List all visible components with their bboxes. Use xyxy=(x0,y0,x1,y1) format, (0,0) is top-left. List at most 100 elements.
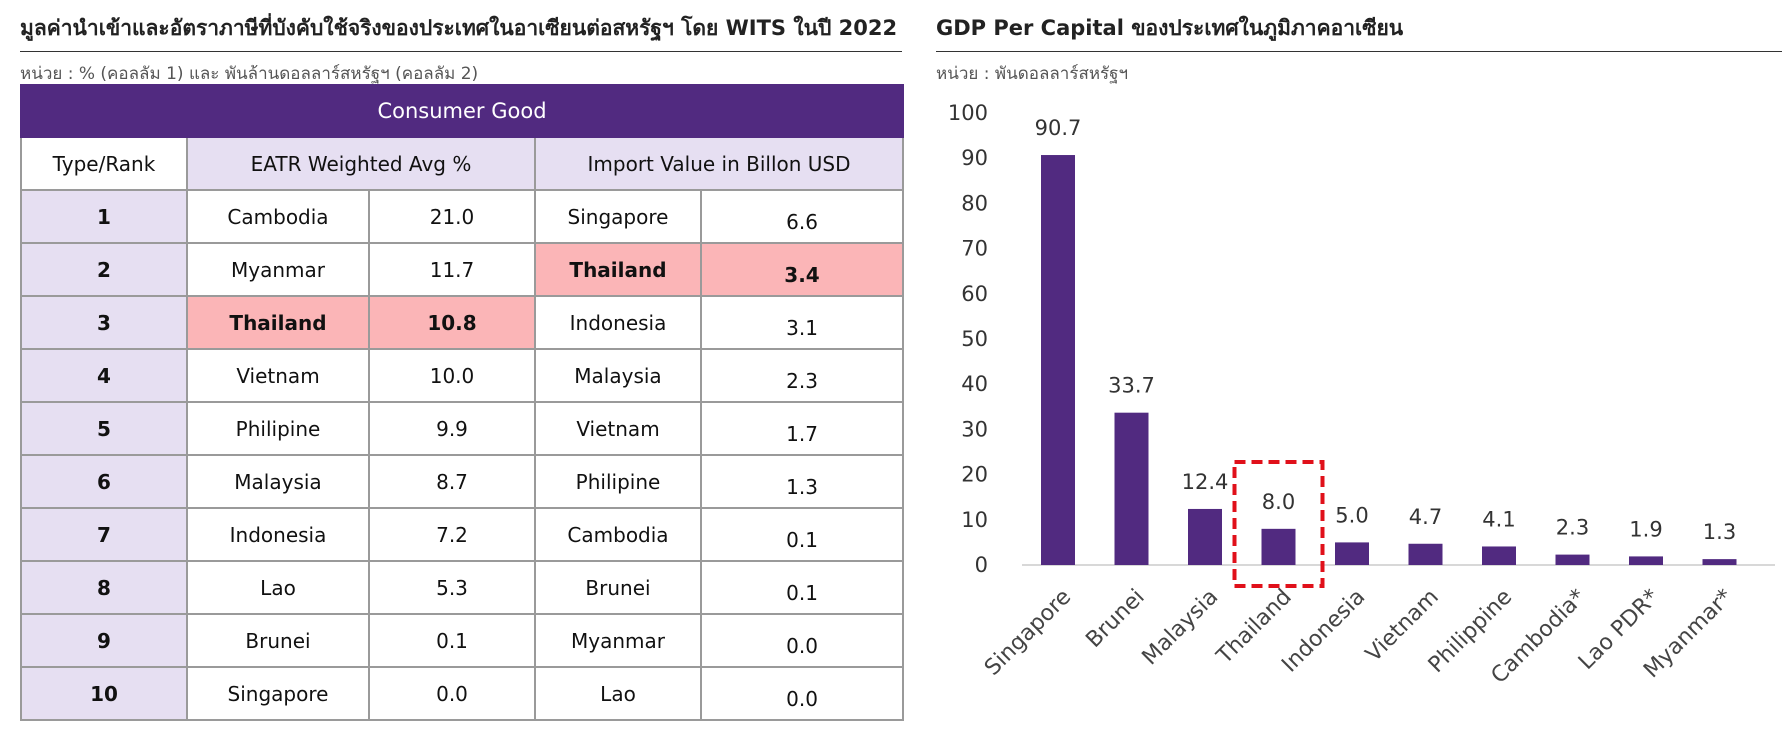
table-row: 6 Malaysia 8.7 Philipine 1.3 xyxy=(20,454,905,509)
y-tick-label: 90 xyxy=(961,146,988,170)
eatr-value-cell: 8.7 xyxy=(368,454,536,509)
bar xyxy=(1114,412,1149,565)
eatr-country-cell: Myanmar xyxy=(186,242,370,297)
table-row: 1 Cambodia 21.0 Singapore 6.6 xyxy=(20,189,905,244)
col-header-eatr: EATR Weighted Avg % xyxy=(186,136,536,191)
tariff-heading: มูลค่านำเข้าและอัตราภาษีที่บังคับใช้จริง… xyxy=(20,12,902,52)
import-country-cell: Malaysia xyxy=(534,348,702,403)
data-label: 12.4 xyxy=(1182,470,1229,494)
table-header-row: Type/Rank EATR Weighted Avg % Import Val… xyxy=(20,136,905,191)
import-country-cell: Thailand xyxy=(534,242,702,297)
rank-cell: 5 xyxy=(20,401,188,456)
import-value-cell: 0.0 xyxy=(699,613,905,668)
table-row: 10 Singapore 0.0 Lao 0.0 xyxy=(20,666,905,721)
rank-cell: 9 xyxy=(20,613,188,668)
data-label: 33.7 xyxy=(1108,374,1155,398)
eatr-country-cell: Philipine xyxy=(186,401,370,456)
data-label: 4.1 xyxy=(1482,507,1515,531)
table-row: 7 Indonesia 7.2 Cambodia 0.1 xyxy=(20,507,905,562)
eatr-country-cell: Brunei xyxy=(186,613,370,668)
import-country-cell: Singapore xyxy=(534,189,702,244)
y-tick-label: 0 xyxy=(975,553,988,577)
eatr-value-cell: 10.0 xyxy=(368,348,536,403)
highlight-box xyxy=(1232,460,1325,588)
col-header-rank: Type/Rank xyxy=(20,136,188,191)
bar xyxy=(1188,508,1222,565)
eatr-value-cell: 9.9 xyxy=(368,401,536,456)
eatr-country-cell: Singapore xyxy=(186,666,370,721)
bar xyxy=(1555,554,1590,565)
tariff-panel: มูลค่านำเข้าและอัตราภาษีที่บังคับใช้จริง… xyxy=(19,12,905,721)
import-value-cell: 0.1 xyxy=(699,507,905,562)
eatr-country-cell: Vietnam xyxy=(186,348,370,403)
import-country-cell: Brunei xyxy=(534,560,702,615)
import-value-cell: 3.4 xyxy=(699,242,905,297)
tariff-table: Consumer Good Type/Rank EATR Weighted Av… xyxy=(19,84,905,721)
table-row: 2 Myanmar 11.7 Thailand 3.4 xyxy=(20,242,905,297)
y-tick-label: 30 xyxy=(961,417,988,441)
bar xyxy=(1408,543,1443,565)
table-banner-row: Consumer Good xyxy=(19,84,905,138)
rank-cell: 6 xyxy=(20,454,188,509)
import-value-cell: 0.1 xyxy=(699,560,905,615)
eatr-country-cell: Thailand xyxy=(186,295,370,350)
import-value-cell: 3.1 xyxy=(699,295,905,350)
bar xyxy=(1041,155,1075,565)
col-header-import: Import Value in Billon USD xyxy=(533,136,905,191)
y-tick-label: 60 xyxy=(961,282,988,306)
eatr-value-cell: 0.1 xyxy=(368,613,536,668)
import-country-cell: Cambodia xyxy=(534,507,702,562)
bar xyxy=(1629,556,1663,565)
rank-cell: 7 xyxy=(20,507,188,562)
bar xyxy=(1702,559,1737,565)
eatr-country-cell: Lao xyxy=(186,560,370,615)
bar xyxy=(1482,546,1516,565)
x-tick-label: Brunei xyxy=(1081,585,1149,653)
y-tick-label: 100 xyxy=(948,101,988,125)
data-label: 2.3 xyxy=(1556,516,1589,540)
x-tick-label: Singapore xyxy=(980,585,1076,681)
bar xyxy=(1335,542,1369,565)
y-tick-label: 70 xyxy=(961,237,988,261)
import-value-cell: 6.6 xyxy=(699,189,905,244)
rank-cell: 4 xyxy=(20,348,188,403)
eatr-country-cell: Indonesia xyxy=(186,507,370,562)
data-label: 1.9 xyxy=(1629,517,1662,541)
import-country-cell: Vietnam xyxy=(534,401,702,456)
import-country-cell: Myanmar xyxy=(534,613,702,668)
eatr-value-cell: 10.8 xyxy=(368,295,536,350)
rank-cell: 3 xyxy=(20,295,188,350)
y-tick-label: 40 xyxy=(961,372,988,396)
data-label: 4.7 xyxy=(1409,505,1442,529)
table-row: 8 Lao 5.3 Brunei 0.1 xyxy=(20,560,905,615)
table-row: 9 Brunei 0.1 Myanmar 0.0 xyxy=(20,613,905,668)
y-tick-label: 80 xyxy=(961,191,988,215)
eatr-value-cell: 21.0 xyxy=(368,189,536,244)
data-label: 8.0 xyxy=(1262,490,1295,514)
eatr-value-cell: 11.7 xyxy=(368,242,536,297)
gdp-heading: GDP Per Capital ของประเทศในภูมิภาคอาเซีย… xyxy=(936,12,1782,52)
import-value-cell: 2.3 xyxy=(699,348,905,403)
gdp-unit-note: หน่วย : พันดอลลาร์สหรัฐฯ xyxy=(936,64,1129,84)
table-row: 3 Thailand 10.8 Indonesia 3.1 xyxy=(20,295,905,350)
y-tick-label: 10 xyxy=(961,508,988,532)
import-value-cell: 1.7 xyxy=(699,401,905,456)
y-tick-label: 50 xyxy=(961,327,988,351)
rank-cell: 1 xyxy=(20,189,188,244)
table-banner: Consumer Good xyxy=(19,84,905,138)
eatr-value-cell: 0.0 xyxy=(368,666,536,721)
import-country-cell: Philipine xyxy=(534,454,702,509)
data-label: 5.0 xyxy=(1335,503,1368,527)
rank-cell: 2 xyxy=(20,242,188,297)
data-label: 1.3 xyxy=(1703,520,1736,544)
import-country-cell: Indonesia xyxy=(534,295,702,350)
import-country-cell: Lao xyxy=(534,666,702,721)
bar xyxy=(1261,528,1296,565)
rank-cell: 8 xyxy=(20,560,188,615)
table-row: 4 Vietnam 10.0 Malaysia 2.3 xyxy=(20,348,905,403)
eatr-country-cell: Malaysia xyxy=(186,454,370,509)
eatr-country-cell: Cambodia xyxy=(186,189,370,244)
table-row: 5 Philipine 9.9 Vietnam 1.7 xyxy=(20,401,905,456)
tariff-unit-note: หน่วย : % (คอลลัม 1) และ พันล้านดอลลาร์ส… xyxy=(20,64,479,84)
